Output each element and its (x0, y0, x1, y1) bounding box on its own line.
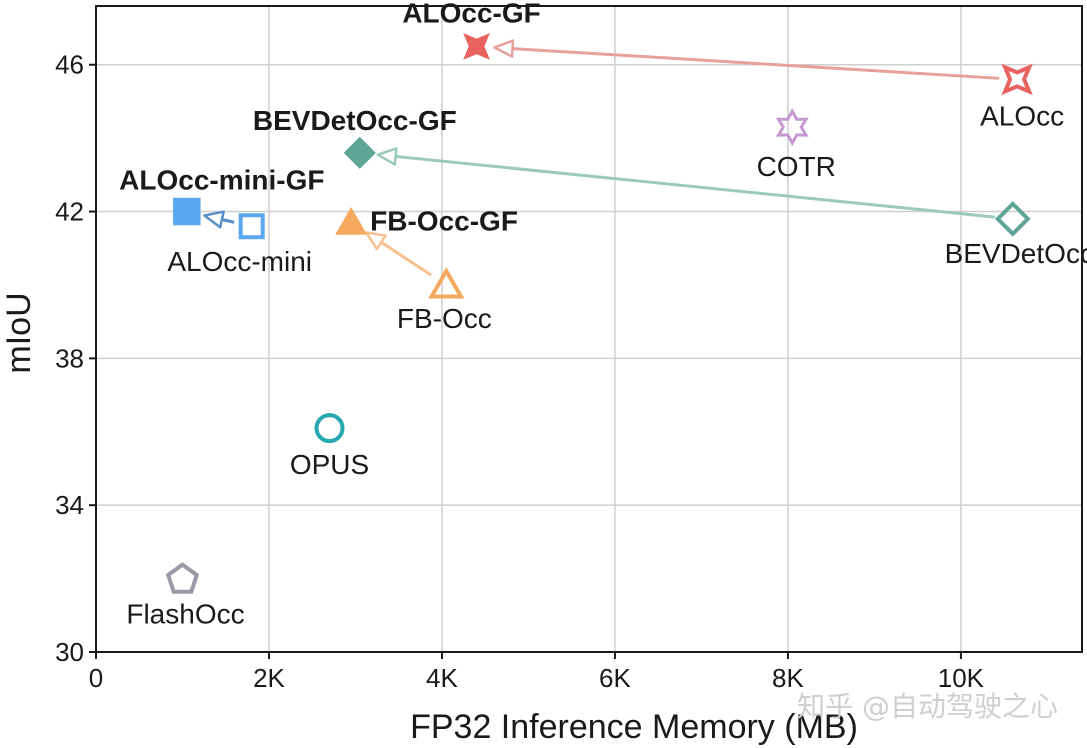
point-bevdetocc-sf (994, 201, 1031, 237)
point-fb-occ (428, 266, 465, 299)
label-flashocc: FlashOcc (126, 599, 244, 630)
point-fb-occ-gf (335, 207, 368, 235)
arrow-bevdetocc-sf-to-bevdetocc-gf (376, 147, 996, 219)
y-tick-label: 42 (55, 197, 84, 227)
label-alocc-mini: ALOcc-mini (167, 246, 312, 277)
y-tick-label: 30 (55, 637, 84, 667)
label-alocc-mini-gf: ALOcc-mini-GF (119, 165, 324, 196)
arrow-alocc-mini-to-alocc-mini-gf (203, 210, 235, 229)
x-tick-label: 10K (938, 663, 985, 693)
point-alocc-mini (238, 213, 265, 240)
plot-frame (95, 5, 1083, 653)
label-alocc-gf: ALOcc-GF (402, 0, 540, 28)
point-labels: ALOcc-GF ALOcc BEVDetOcc-GF BEVDetOcc-SF COT… (119, 0, 1087, 630)
y-tick-label: 38 (55, 343, 84, 373)
arrow-fb-occ-to-fb-occ-gf (364, 231, 433, 277)
point-alocc-gf (463, 32, 490, 60)
grid-lines (96, 6, 1082, 652)
label-fb-occ: FB-Occ (397, 303, 492, 334)
y-axis-label: mIoU (0, 292, 38, 373)
point-alocc-mini-gf (173, 197, 201, 226)
x-tick-label: 4K (426, 663, 458, 693)
x-axis-label: FP32 Inference Memory (MB) (410, 708, 858, 746)
x-tick-label: 0 (89, 663, 103, 693)
point-flashocc (165, 562, 200, 594)
arrow-alocc-to-alocc-gf (493, 39, 1000, 80)
y-axis-ticks: 30 34 38 42 46 (55, 50, 96, 667)
point-alocc (1001, 63, 1033, 96)
x-tick-label: 8K (772, 663, 804, 693)
data-points (165, 32, 1033, 594)
improvement-arrows (203, 39, 1000, 277)
x-tick-label: 2K (253, 663, 285, 693)
watermark: 知乎 @自动驾驶之心 (797, 690, 1058, 723)
label-cotr: COTR (757, 151, 836, 182)
label-bevdetocc-sf: BEVDetOcc-SF (945, 238, 1087, 269)
point-opus (314, 413, 345, 444)
point-bevdetocc-gf (343, 136, 376, 169)
y-tick-label: 34 (55, 490, 84, 520)
x-tick-label: 6K (599, 663, 631, 693)
label-opus: OPUS (290, 449, 369, 480)
point-cotr (775, 108, 809, 147)
label-alocc: ALOcc (980, 100, 1064, 131)
y-tick-label: 46 (55, 50, 84, 80)
label-fb-occ-gf: FB-Occ-GF (370, 206, 518, 237)
label-bevdetocc-gf: BEVDetOcc-GF (253, 105, 457, 136)
x-axis-ticks: 0 2K 4K 6K 8K 10K (89, 652, 985, 693)
